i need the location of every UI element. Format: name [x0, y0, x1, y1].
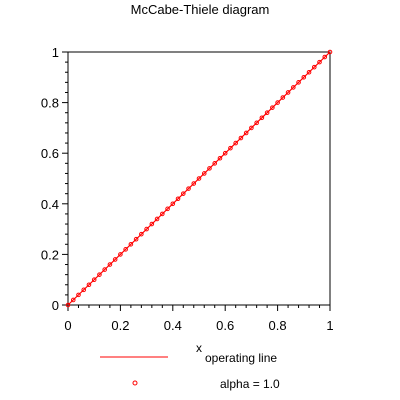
- alpha-point: [238, 135, 244, 141]
- x-tick-label: 0: [64, 318, 71, 333]
- alpha-point: [191, 181, 197, 186]
- alpha-point: [243, 130, 249, 136]
- alpha-point: [322, 54, 328, 60]
- alpha-point: [327, 49, 333, 55]
- alpha-point: [133, 236, 139, 242]
- x-axis: 0 0.2 0.4 0.6 0.8 1: [64, 305, 334, 333]
- alpha-point: [259, 115, 265, 121]
- alpha-point: [70, 297, 76, 303]
- alpha-point: [228, 145, 233, 151]
- y-axis: 0 0.2 0.4 0.6 0.8 1: [41, 45, 68, 313]
- x-tick-label: 0.4: [164, 318, 182, 333]
- alpha-point: [76, 292, 81, 298]
- alpha-point: [291, 85, 296, 90]
- alpha-point: [180, 191, 186, 196]
- x-tick-label: 0.2: [111, 318, 129, 333]
- legend-circle-swatch: [132, 380, 138, 386]
- y-tick-label: 0.2: [41, 247, 59, 262]
- alpha-point: [275, 100, 280, 105]
- alpha-point: [112, 257, 118, 262]
- x-tick-label: 0.8: [269, 318, 287, 333]
- alpha-point: [144, 226, 149, 232]
- alpha-point: [254, 120, 259, 126]
- x-tick-label: 0.6: [216, 318, 234, 333]
- alpha-point: [102, 267, 107, 272]
- alpha-point: [170, 201, 176, 207]
- alpha-point: [160, 211, 165, 217]
- y-tick-label: 0.6: [41, 146, 59, 161]
- alpha-point: [201, 171, 207, 176]
- alpha-point: [65, 302, 71, 308]
- alpha-point: [217, 155, 223, 161]
- alpha-point: [296, 80, 301, 85]
- alpha-point: [317, 59, 322, 65]
- alpha-point: [233, 140, 238, 146]
- y-tick-label: 0: [52, 298, 59, 313]
- alpha-point: [222, 150, 228, 156]
- alpha-point: [91, 277, 97, 283]
- alpha-point: [270, 105, 275, 110]
- alpha-point: [212, 161, 218, 166]
- alpha-point: [81, 287, 87, 293]
- alpha-point: [175, 196, 181, 202]
- y-tick-label: 0.4: [41, 197, 59, 212]
- alpha-point: [311, 64, 317, 70]
- legend-label-operating-line: operating line: [205, 351, 277, 365]
- alpha-point: [139, 231, 144, 237]
- alpha-point: [186, 186, 191, 191]
- alpha-point: [196, 176, 202, 181]
- legend: operating line alpha = 1.0: [100, 351, 280, 391]
- alpha-point: [285, 90, 291, 95]
- operating-line: [67, 51, 331, 306]
- series-layer: [65, 49, 333, 308]
- x-axis-label: x: [196, 341, 202, 355]
- chart-title: McCabe-Thiele diagram: [131, 2, 270, 17]
- alpha-point: [123, 247, 128, 252]
- alpha-point: [118, 252, 123, 257]
- alpha-point: [97, 272, 102, 277]
- x-tick-label: 1: [326, 318, 333, 333]
- alpha-point: [128, 241, 134, 247]
- alpha-point: [264, 110, 270, 116]
- alpha-point: [207, 166, 212, 171]
- alpha-point: [86, 282, 92, 288]
- alpha-point: [301, 75, 307, 80]
- plot-area: [67, 51, 331, 306]
- alpha-point: [306, 69, 312, 75]
- alpha-point: [280, 95, 286, 100]
- alpha-point: [154, 216, 160, 222]
- y-tick-label: 1: [52, 45, 59, 60]
- y-tick-label: 0.8: [41, 96, 59, 111]
- alpha-point: [249, 125, 254, 131]
- legend-label-alpha: alpha = 1.0: [220, 377, 280, 391]
- alpha-point: [107, 262, 113, 267]
- plot-border: [67, 51, 331, 306]
- alpha-point: [165, 206, 170, 212]
- alpha-point: [149, 221, 155, 227]
